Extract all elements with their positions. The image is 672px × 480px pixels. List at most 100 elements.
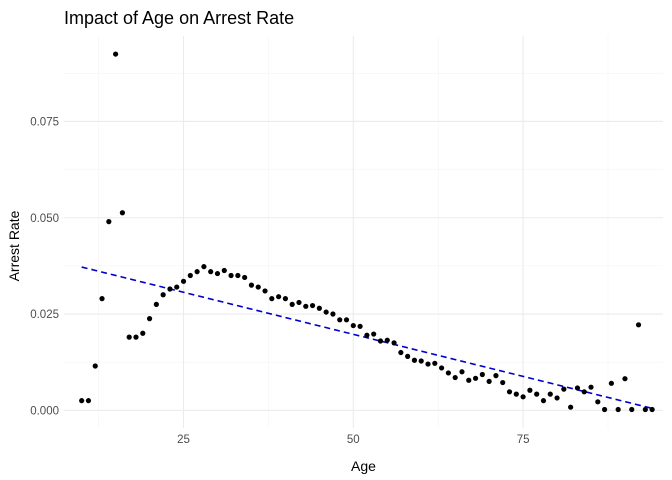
data-point <box>425 361 431 367</box>
data-point <box>649 406 655 413</box>
data-point <box>262 288 268 294</box>
data-point <box>214 270 221 277</box>
data-point <box>561 386 567 392</box>
data-point <box>255 284 261 290</box>
data-point <box>371 331 377 337</box>
data-point <box>411 357 418 363</box>
data-point <box>194 269 200 275</box>
data-point <box>493 373 499 379</box>
data-point <box>377 338 384 344</box>
chart-title: Impact of Age on Arrest Rate <box>64 8 294 28</box>
x-tick-label: 75 <box>517 434 530 446</box>
data-point <box>126 334 132 340</box>
data-point <box>323 309 329 315</box>
data-point <box>276 294 282 300</box>
data-point <box>208 269 214 275</box>
x-tick-label: 25 <box>177 434 190 446</box>
data-point <box>534 391 540 397</box>
data-point <box>350 322 356 329</box>
major-gridlines <box>64 36 663 428</box>
data-point <box>303 303 309 309</box>
data-point <box>588 384 594 390</box>
data-point <box>309 302 316 309</box>
y-tick-labels: 0.000 0.025 0.050 0.075 <box>30 116 59 417</box>
data-point <box>500 379 506 386</box>
data-point <box>547 391 553 397</box>
data-point <box>167 286 173 292</box>
data-point <box>99 296 105 302</box>
data-point <box>228 272 234 279</box>
data-point <box>398 349 404 356</box>
points-layer <box>79 51 655 413</box>
data-point <box>581 389 587 395</box>
data-point <box>79 398 85 404</box>
data-point <box>418 358 424 364</box>
data-point <box>554 395 560 401</box>
data-point <box>269 296 275 302</box>
data-point <box>180 278 187 284</box>
x-tick-label: 50 <box>347 434 360 446</box>
y-tick-label: 0.025 <box>30 309 59 321</box>
minor-gridlines <box>64 36 663 428</box>
data-point <box>540 398 547 404</box>
data-point <box>113 51 119 57</box>
data-point <box>106 219 112 225</box>
data-point <box>85 398 92 404</box>
data-point <box>513 391 519 397</box>
data-point <box>384 337 390 343</box>
data-point <box>642 406 648 413</box>
data-point <box>133 334 139 340</box>
data-point <box>242 274 248 281</box>
data-point <box>568 404 574 410</box>
x-axis-title: Age <box>351 458 376 474</box>
data-point <box>357 323 363 329</box>
data-point <box>160 292 166 298</box>
data-point <box>452 374 458 381</box>
data-point <box>282 296 288 302</box>
data-point <box>153 301 159 307</box>
data-point <box>608 380 614 386</box>
data-point <box>187 272 193 279</box>
data-point <box>574 385 581 391</box>
data-point <box>343 317 350 323</box>
data-point <box>466 377 472 383</box>
data-point <box>506 389 513 395</box>
y-tick-label: 0.000 <box>30 405 59 417</box>
data-point <box>615 406 621 413</box>
data-point <box>595 399 601 405</box>
data-point <box>235 272 241 279</box>
data-point <box>119 210 126 216</box>
data-point <box>174 284 180 290</box>
y-tick-label: 0.050 <box>30 213 59 225</box>
data-point <box>432 360 438 366</box>
data-point <box>391 340 397 346</box>
data-point <box>337 317 343 323</box>
data-point <box>140 330 146 336</box>
data-point <box>316 305 322 311</box>
data-point <box>527 387 533 393</box>
data-point <box>622 376 628 382</box>
data-point <box>601 406 608 413</box>
data-point <box>405 353 411 359</box>
data-point <box>146 316 153 322</box>
data-point <box>201 264 207 270</box>
data-point <box>221 267 227 274</box>
data-point <box>459 369 465 375</box>
data-point <box>635 322 642 328</box>
data-point <box>445 370 451 376</box>
y-axis-title: Arrest Rate <box>6 210 22 281</box>
data-point <box>364 332 370 338</box>
data-point <box>486 378 492 385</box>
data-point <box>479 371 485 378</box>
data-point <box>296 299 302 306</box>
data-point <box>472 375 479 381</box>
x-tick-labels: 25 50 75 <box>177 434 529 446</box>
y-tick-label: 0.075 <box>30 116 59 128</box>
data-point <box>330 311 336 317</box>
data-point <box>248 282 255 288</box>
data-point <box>439 365 445 371</box>
data-point <box>520 394 526 400</box>
data-point <box>629 406 635 413</box>
data-point <box>92 363 98 369</box>
